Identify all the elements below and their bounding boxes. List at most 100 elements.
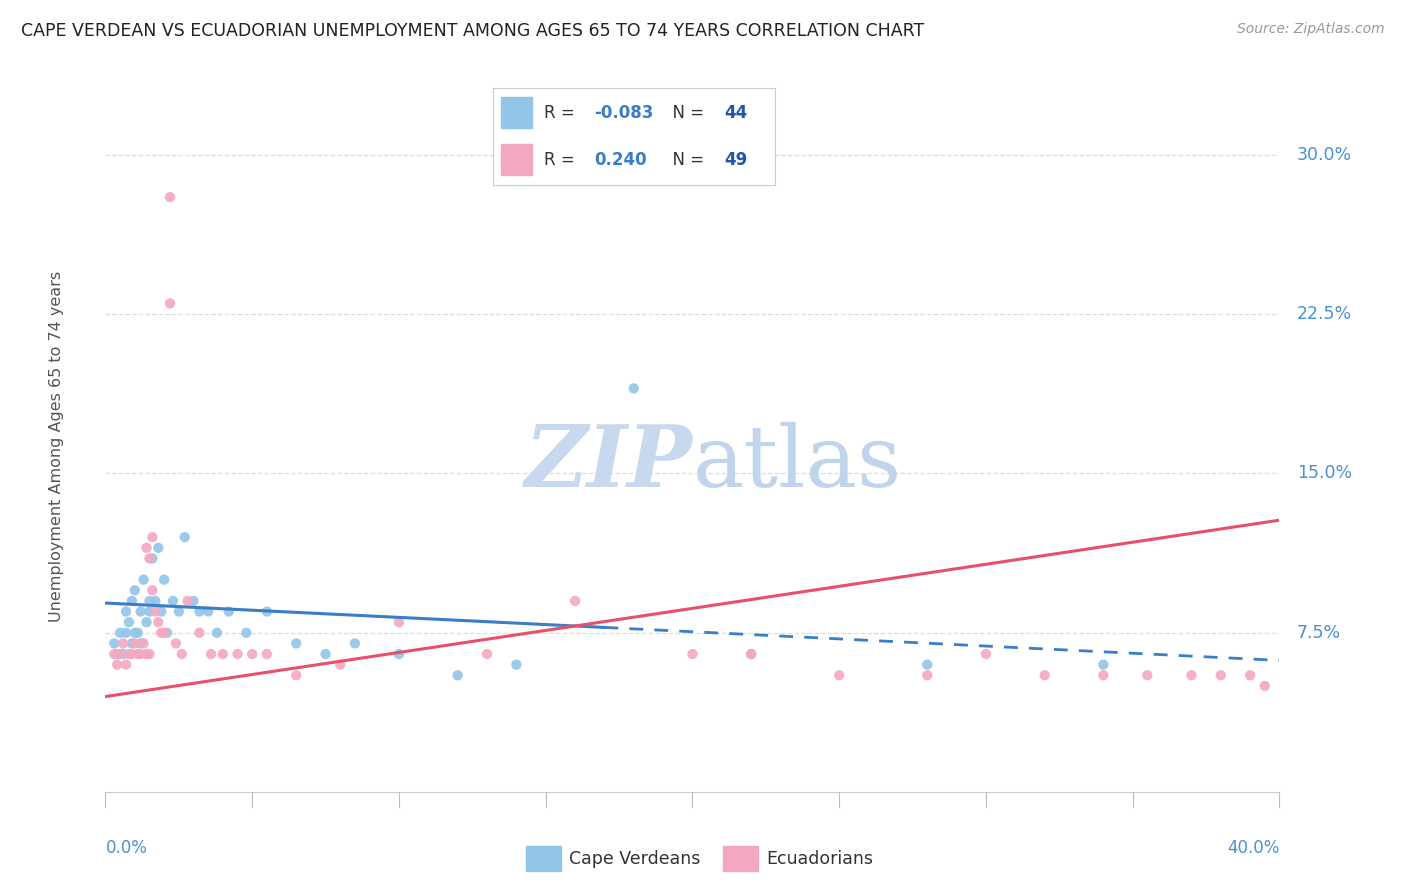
Point bbox=[388, 647, 411, 661]
Point bbox=[1092, 657, 1115, 672]
Text: 22.5%: 22.5% bbox=[1298, 305, 1353, 323]
Point bbox=[121, 636, 143, 650]
Point bbox=[162, 594, 184, 608]
Text: 15.0%: 15.0% bbox=[1298, 465, 1353, 483]
Point bbox=[188, 625, 211, 640]
Point bbox=[256, 605, 278, 619]
Point bbox=[112, 636, 135, 650]
Point bbox=[564, 594, 586, 608]
Point bbox=[138, 605, 160, 619]
Point bbox=[1239, 668, 1261, 682]
Point bbox=[129, 636, 152, 650]
Point bbox=[343, 636, 366, 650]
Point bbox=[118, 615, 141, 630]
Point bbox=[138, 551, 160, 566]
Point bbox=[917, 668, 939, 682]
Point bbox=[108, 625, 131, 640]
Point bbox=[148, 615, 170, 630]
Point bbox=[121, 594, 143, 608]
Point bbox=[124, 636, 146, 650]
Text: 40.0%: 40.0% bbox=[1227, 838, 1279, 857]
Point bbox=[447, 668, 470, 682]
Point bbox=[127, 647, 149, 661]
Point bbox=[315, 647, 337, 661]
Point bbox=[974, 647, 997, 661]
Point bbox=[740, 647, 762, 661]
Point bbox=[129, 605, 152, 619]
Point bbox=[1180, 668, 1202, 682]
Point bbox=[132, 573, 155, 587]
Point bbox=[1033, 668, 1056, 682]
Text: 30.0%: 30.0% bbox=[1298, 145, 1353, 163]
Text: 7.5%: 7.5% bbox=[1298, 624, 1341, 642]
Point bbox=[1092, 668, 1115, 682]
Point bbox=[165, 636, 187, 650]
Point bbox=[159, 296, 181, 310]
Point bbox=[132, 636, 155, 650]
Point bbox=[218, 605, 240, 619]
Bar bbox=[526, 847, 561, 871]
Point bbox=[505, 657, 527, 672]
Point bbox=[105, 657, 128, 672]
Point bbox=[159, 190, 181, 204]
Point bbox=[135, 541, 157, 555]
Point bbox=[121, 647, 143, 661]
Point bbox=[285, 636, 308, 650]
Point bbox=[115, 625, 138, 640]
Point bbox=[200, 647, 222, 661]
Point bbox=[188, 605, 211, 619]
Point bbox=[138, 647, 160, 661]
Point bbox=[115, 657, 138, 672]
Point bbox=[682, 647, 704, 661]
Text: Unemployment Among Ages 65 to 74 years: Unemployment Among Ages 65 to 74 years bbox=[49, 270, 63, 622]
Point bbox=[153, 573, 176, 587]
Point bbox=[129, 647, 152, 661]
Point bbox=[170, 647, 193, 661]
Point bbox=[148, 541, 170, 555]
Point bbox=[141, 583, 163, 598]
Point bbox=[740, 647, 762, 661]
Point bbox=[256, 647, 278, 661]
Point bbox=[917, 657, 939, 672]
Point bbox=[235, 625, 257, 640]
Point bbox=[118, 647, 141, 661]
Point bbox=[173, 530, 195, 544]
Point bbox=[176, 594, 198, 608]
Point bbox=[197, 605, 219, 619]
Point bbox=[211, 647, 233, 661]
Point bbox=[183, 594, 205, 608]
Point bbox=[108, 647, 131, 661]
Point bbox=[143, 605, 166, 619]
Point bbox=[112, 647, 135, 661]
Point bbox=[240, 647, 263, 661]
Point bbox=[1254, 679, 1277, 693]
Point bbox=[135, 647, 157, 661]
Text: Cape Verdeans: Cape Verdeans bbox=[569, 849, 700, 868]
Point bbox=[153, 625, 176, 640]
Point bbox=[1209, 668, 1232, 682]
Text: CAPE VERDEAN VS ECUADORIAN UNEMPLOYMENT AMONG AGES 65 TO 74 YEARS CORRELATION CH: CAPE VERDEAN VS ECUADORIAN UNEMPLOYMENT … bbox=[21, 22, 924, 40]
Point bbox=[124, 625, 146, 640]
Point bbox=[115, 605, 138, 619]
Point bbox=[623, 381, 645, 395]
Point bbox=[329, 657, 352, 672]
Point bbox=[205, 625, 228, 640]
Text: ZIP: ZIP bbox=[524, 421, 693, 505]
Point bbox=[285, 668, 308, 682]
Point bbox=[828, 668, 851, 682]
Point bbox=[1136, 668, 1159, 682]
Point bbox=[127, 625, 149, 640]
Point bbox=[138, 594, 160, 608]
Point bbox=[475, 647, 498, 661]
Point bbox=[103, 636, 125, 650]
Point bbox=[141, 530, 163, 544]
Point bbox=[103, 647, 125, 661]
Point bbox=[105, 647, 128, 661]
Point bbox=[156, 625, 179, 640]
Bar bbox=[723, 847, 758, 871]
Point bbox=[167, 605, 190, 619]
Point bbox=[388, 615, 411, 630]
Point bbox=[150, 625, 173, 640]
Point bbox=[135, 615, 157, 630]
Point bbox=[143, 594, 166, 608]
